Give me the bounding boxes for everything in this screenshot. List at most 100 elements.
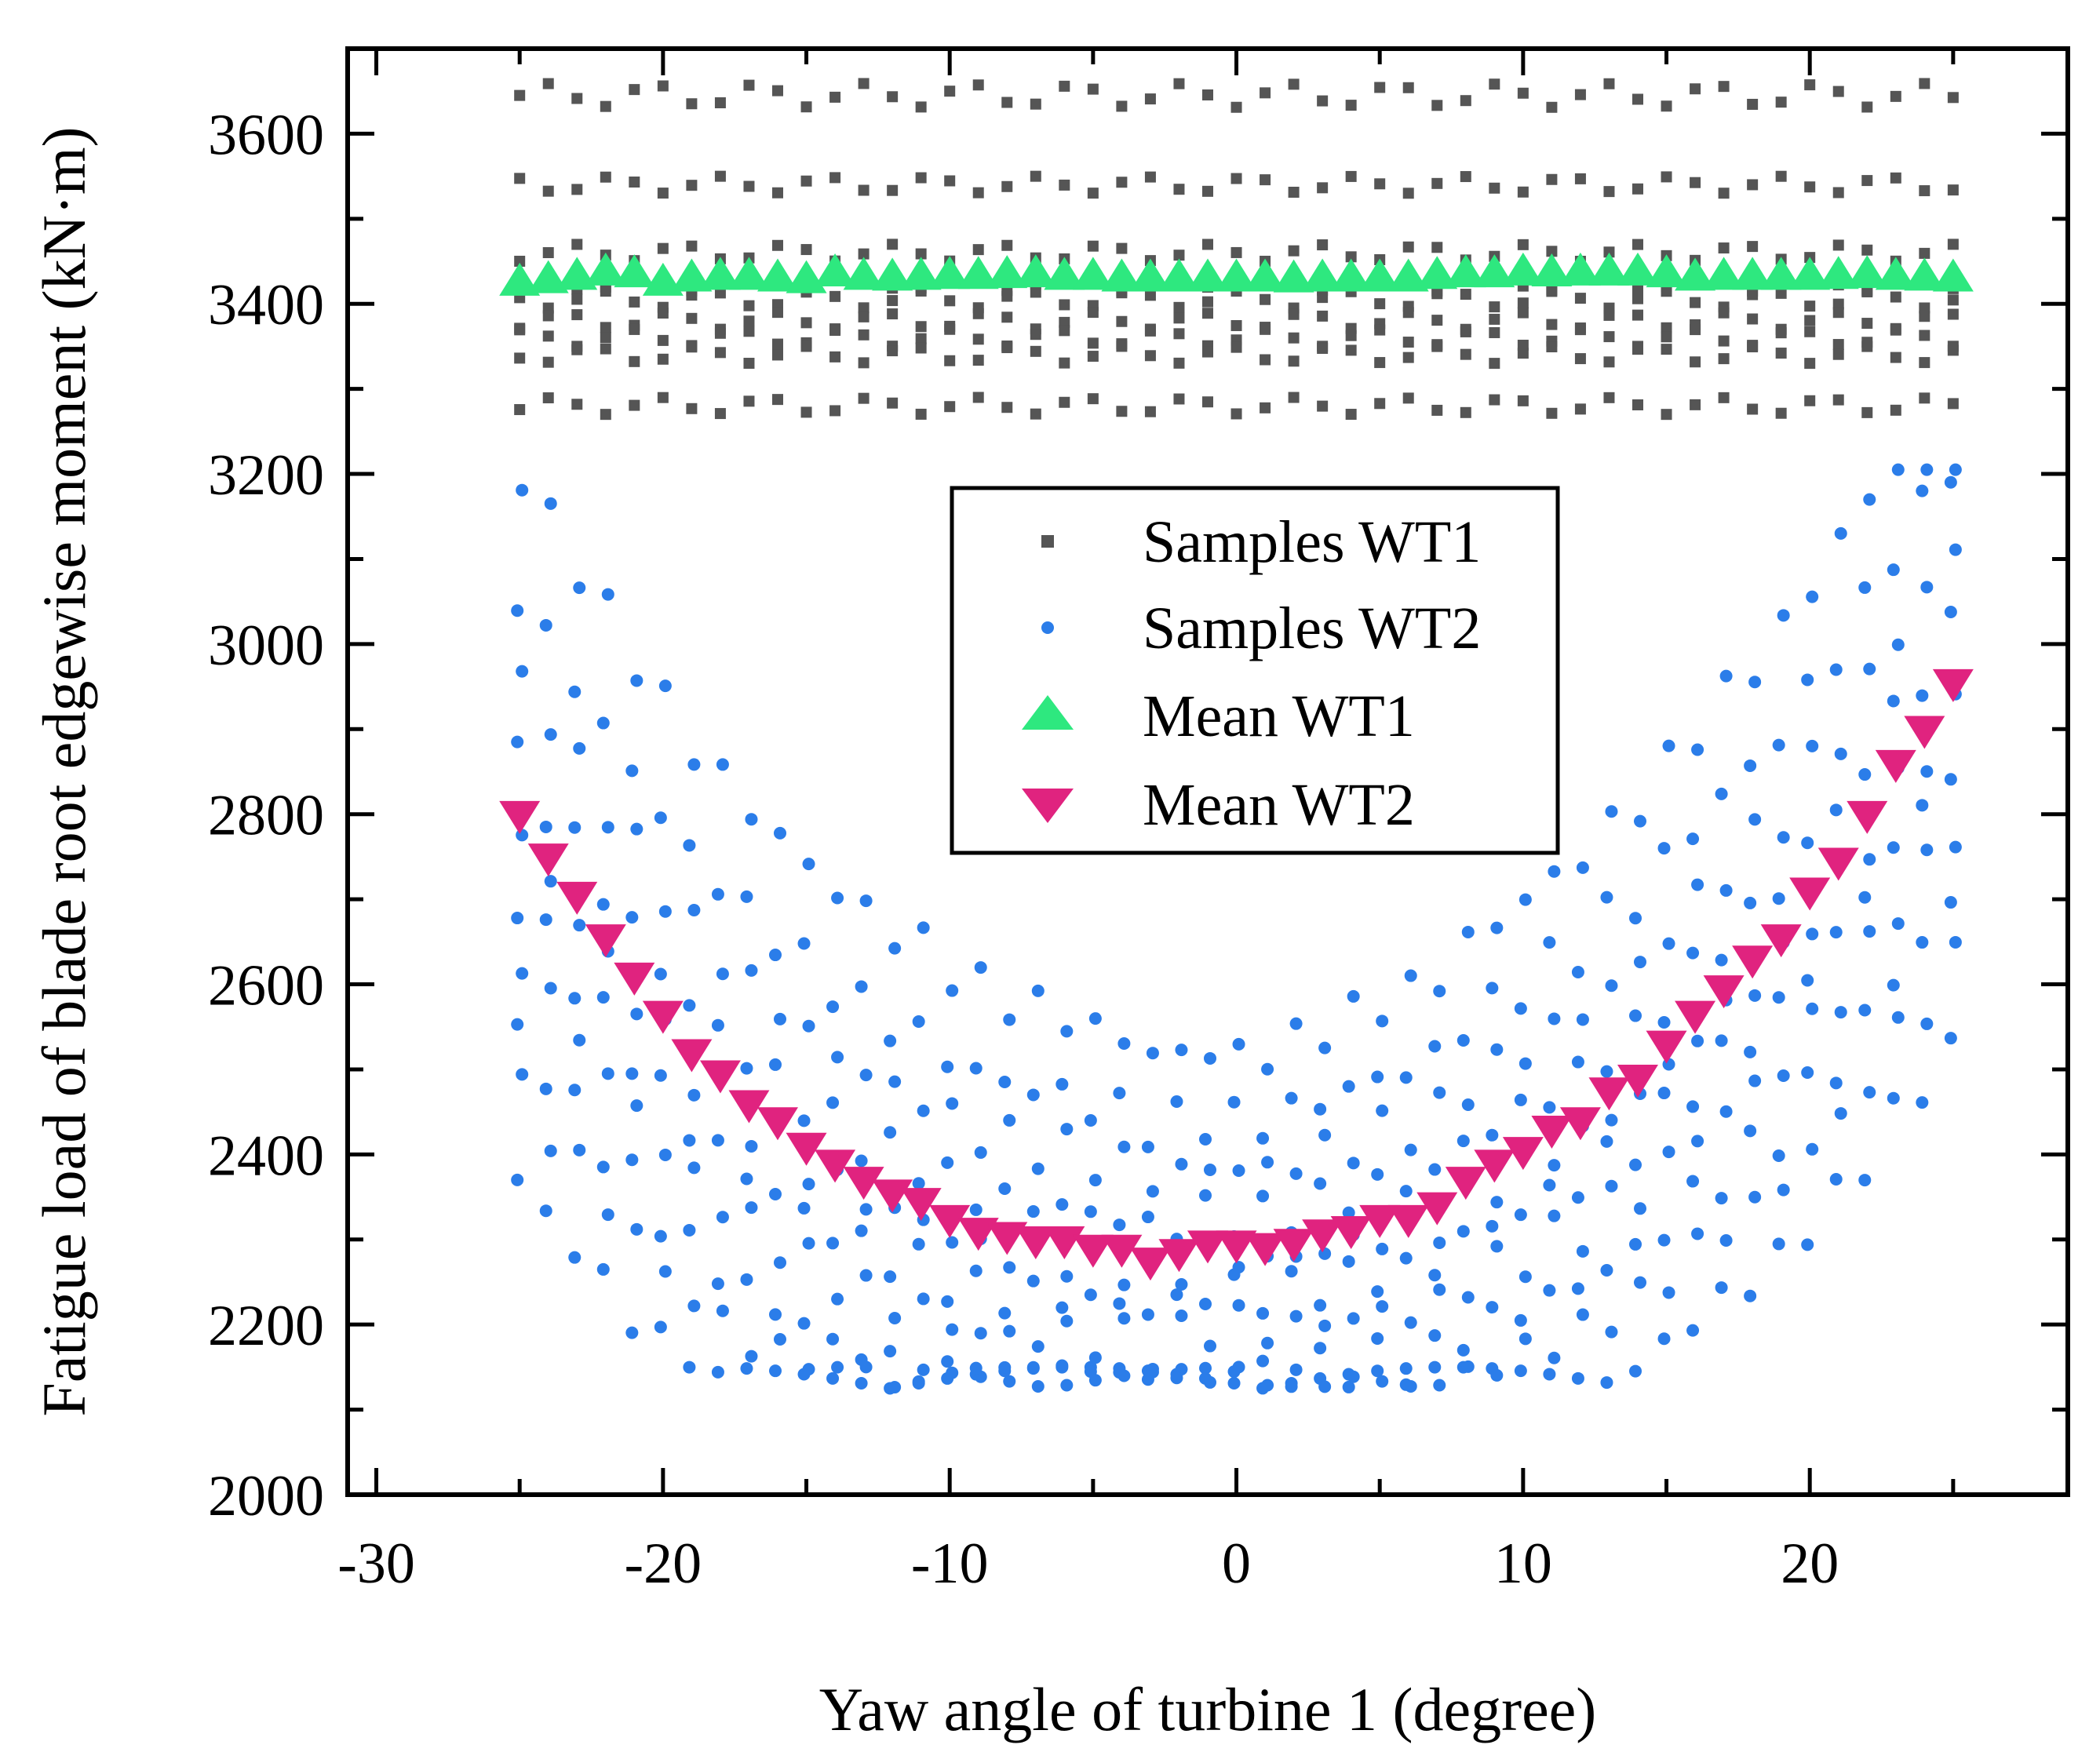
mean-wt1-marker bbox=[900, 257, 942, 290]
wt1-sample-point bbox=[772, 394, 783, 406]
wt1-sample-point bbox=[1230, 101, 1242, 113]
wt2-sample-point bbox=[1433, 1379, 1446, 1392]
wt2-sample-point bbox=[1227, 1365, 1241, 1379]
wt1-sample-point bbox=[1718, 335, 1730, 347]
wt1-sample-point bbox=[887, 308, 899, 320]
wt2-sample-point bbox=[1318, 1247, 1332, 1260]
wt2-sample-point bbox=[1232, 1261, 1245, 1274]
mean-wt1-marker bbox=[527, 260, 569, 293]
wt2-sample-point bbox=[1576, 1308, 1589, 1321]
wt2-sample-point bbox=[1691, 1227, 1704, 1240]
wt1-sample-point bbox=[1517, 186, 1529, 198]
wt1-sample-point bbox=[1030, 286, 1041, 298]
wt2-sample-point bbox=[888, 1381, 902, 1394]
wt1-sample-point bbox=[1317, 343, 1329, 355]
wt2-sample-point bbox=[1457, 1034, 1470, 1047]
wt2-sample-point bbox=[1318, 1380, 1332, 1393]
wt2-sample-point bbox=[1486, 1219, 1499, 1233]
mean-wt2-marker bbox=[1675, 1000, 1716, 1034]
wt1-sample-point bbox=[1804, 315, 1816, 326]
mean-wt2-marker bbox=[614, 962, 655, 996]
wt2-sample-point bbox=[826, 1096, 840, 1109]
wt2-sample-point bbox=[1576, 1244, 1589, 1258]
wt1-sample-point bbox=[772, 307, 783, 319]
wt2-sample-point bbox=[1088, 1351, 1102, 1364]
mean-wt1-marker bbox=[728, 257, 770, 290]
wt2-sample-point bbox=[1003, 1261, 1016, 1274]
mean-wt2-marker bbox=[1474, 1149, 1515, 1183]
mean-wt2-marker bbox=[1187, 1230, 1228, 1264]
x-tick-label: 20 bbox=[1781, 1532, 1839, 1596]
wt1-sample-point bbox=[714, 408, 726, 420]
wt2-sample-point bbox=[884, 1126, 897, 1139]
wt1-sample-point bbox=[887, 397, 899, 409]
wt1-sample-point bbox=[629, 323, 640, 335]
wt2-sample-point bbox=[1256, 1306, 1270, 1320]
wt1-sample-point bbox=[1202, 308, 1213, 319]
wt1-sample-point bbox=[1546, 407, 1558, 419]
mean-wt1-marker bbox=[1789, 257, 1831, 290]
mean-wt1-marker bbox=[671, 258, 713, 292]
wt2-sample-point bbox=[1949, 463, 1962, 476]
mean-wt2-marker bbox=[1330, 1215, 1372, 1249]
wt2-sample-point bbox=[1571, 966, 1584, 979]
wt2-sample-point bbox=[1256, 1354, 1270, 1368]
wt2-sample-point bbox=[998, 1075, 1012, 1088]
mean-wt1-marker bbox=[1245, 258, 1286, 292]
wt2-sample-point bbox=[658, 905, 672, 918]
wt2-sample-point bbox=[797, 937, 811, 950]
wt2-sample-point bbox=[568, 685, 582, 698]
wt2-sample-point bbox=[912, 1014, 925, 1028]
wt2-sample-point bbox=[687, 1161, 701, 1175]
wt1-sample-point bbox=[1059, 299, 1070, 311]
wt1-sample-point bbox=[629, 355, 640, 367]
wt1-sample-point bbox=[1661, 344, 1672, 355]
wt1-sample-point bbox=[1919, 311, 1930, 322]
wt1-sample-point bbox=[1489, 313, 1500, 325]
wt1-sample-point bbox=[1919, 392, 1930, 404]
wt1-sample-point bbox=[1603, 309, 1615, 321]
y-tick-label: 3000 bbox=[208, 614, 324, 678]
wt2-sample-point bbox=[855, 1376, 868, 1390]
wt2-sample-point bbox=[740, 890, 753, 903]
wt2-sample-point bbox=[1657, 1016, 1671, 1029]
wt2-sample-point bbox=[1748, 813, 1762, 826]
wt2-sample-point bbox=[1117, 1037, 1131, 1051]
wt1-sample-point bbox=[571, 344, 583, 355]
wt1-sample-point bbox=[1804, 395, 1816, 406]
wt2-sample-point bbox=[658, 1265, 672, 1278]
wt2-sample-point bbox=[1715, 1192, 1728, 1205]
wt1-sample-point bbox=[1173, 393, 1185, 405]
wt2-sample-point bbox=[625, 764, 639, 778]
wt1-sample-point bbox=[1718, 81, 1730, 93]
wt2-sample-point bbox=[888, 942, 902, 955]
wt2-sample-point bbox=[1486, 982, 1499, 995]
mean-wt2-marker bbox=[1245, 1233, 1286, 1266]
wt2-sample-point bbox=[859, 1269, 873, 1282]
wt1-sample-point bbox=[1747, 341, 1759, 353]
wt1-sample-point bbox=[1861, 406, 1873, 418]
wt2-sample-point bbox=[511, 912, 524, 925]
wt1-sample-point bbox=[1690, 356, 1701, 368]
wt1-sample-point bbox=[743, 315, 755, 327]
wt1-sample-point bbox=[542, 78, 554, 89]
wt1-sample-point bbox=[887, 91, 899, 103]
wt1-sample-point bbox=[743, 395, 755, 407]
wt2-sample-point bbox=[1863, 1086, 1876, 1099]
wt1-sample-point bbox=[1832, 394, 1844, 406]
wt1-sample-point bbox=[1260, 293, 1271, 305]
wt2-sample-point bbox=[1232, 1299, 1245, 1312]
wt1-sample-point bbox=[829, 290, 841, 302]
wt2-sample-point bbox=[1916, 1096, 1929, 1109]
wt2-sample-point bbox=[1518, 1057, 1532, 1070]
wt1-sample-point bbox=[1460, 406, 1471, 418]
wt2-sample-point bbox=[1088, 1174, 1102, 1187]
wt1-sample-point bbox=[772, 338, 783, 350]
wt1-sample-point bbox=[915, 342, 927, 354]
wt2-sample-point bbox=[1748, 1074, 1762, 1087]
legend-label-samples-wt2: Samples WT2 bbox=[1143, 596, 1481, 661]
wt2-sample-point bbox=[917, 1292, 930, 1306]
wt1-sample-point bbox=[800, 406, 812, 418]
wt1-sample-point bbox=[1030, 345, 1041, 357]
